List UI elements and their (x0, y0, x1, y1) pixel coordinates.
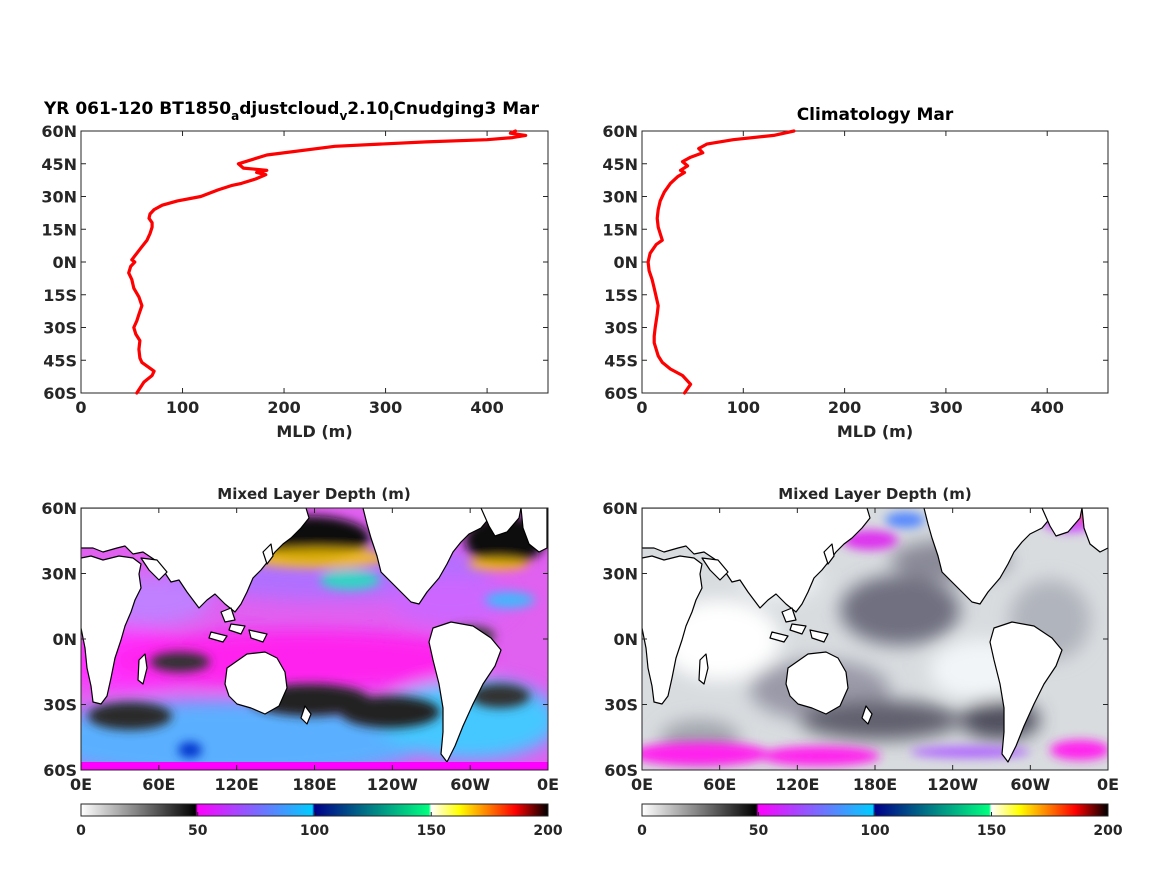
heatmap-field (81, 508, 548, 770)
plot-area: 0 100 200 300 400 60N 45N 30N 15N 0N 15S 30S 45S 60S M… (41, 122, 549, 441)
plot-area: 0 100 200 300 400 60N 45N 30N 15N 0N 15S 30S 45S 60S M… (602, 122, 1109, 441)
y-tick-label: 0N (52, 630, 77, 649)
colorbar-tick-label: 50 (188, 823, 208, 839)
x-tick-label: 100 (166, 398, 199, 417)
y-tick-label: 60N (41, 499, 77, 518)
x-tick-label: 300 (929, 398, 962, 417)
heatmap-field (642, 508, 1108, 770)
x-tick-label: 120E (215, 775, 259, 794)
y-tick-label: 60S (43, 761, 77, 780)
series-line (646, 129, 796, 395)
y-tick-label: 60S (604, 384, 638, 403)
x-tick-label: 0 (75, 398, 86, 417)
x-tick-label: 120E (775, 775, 819, 794)
profile-panel-right: Climatology Mar 0 100 200 300 400 60N 45N 30N 15… (602, 105, 1109, 441)
colorbar-tick-label: 0 (637, 823, 647, 839)
x-tick-label: 0 (636, 398, 647, 417)
panel-title: Mixed Layer Depth (m) (778, 485, 971, 503)
x-axis-label: MLD (m) (276, 422, 352, 441)
x-tick-label: 120W (927, 775, 978, 794)
colorbar-ticks: 0 50 100 150 200 (637, 812, 1123, 839)
colorbar-left: 0 50 100 150 200 (76, 803, 563, 839)
x-tick-label: 100 (727, 398, 760, 417)
x-tick-label: 400 (1031, 398, 1064, 417)
y-tick-label: 30S (43, 696, 77, 715)
y-tick-label: 15N (602, 220, 638, 239)
y-tick-label: 60N (602, 122, 638, 141)
colorbar-tick-label: 200 (1093, 823, 1122, 839)
x-tick-label: 0E (70, 775, 92, 794)
colorbar-ticks: 0 50 100 150 200 (76, 812, 563, 839)
y-tick-label: 15S (604, 286, 638, 305)
x-tick-label: 0E (1097, 775, 1119, 794)
profile-panel-left: YR 061-120 BT1850adjustcloudv2.10lCnudgi… (41, 99, 549, 441)
y-tick-label: 30N (41, 565, 77, 584)
series-line (127, 129, 528, 395)
map-panel-right: Mixed Layer Depth (m) (602, 485, 1119, 794)
colorbar-tick-label: 100 (860, 823, 889, 839)
x-tick-label: 400 (470, 398, 503, 417)
x-tick-label: 200 (267, 398, 300, 417)
x-tick-label: 0E (537, 775, 559, 794)
y-tick-label: 60N (602, 499, 638, 518)
colorbar-tick-label: 100 (300, 823, 329, 839)
colorbar-tick-label: 150 (977, 823, 1006, 839)
colorbar-tick-label: 50 (749, 823, 769, 839)
map-panel-left: Mixed Layer Depth (m) (41, 485, 559, 794)
x-tick-label: 120W (367, 775, 418, 794)
y-tick-label: 0N (613, 253, 638, 272)
x-tick-label: 200 (828, 398, 861, 417)
x-tick-label: 60W (450, 775, 490, 794)
y-tick-label: 30S (43, 319, 77, 338)
y-tick-label: 30N (602, 188, 638, 207)
x-tick-label: 60E (142, 775, 175, 794)
axes-frame (80, 130, 549, 394)
y-tick-label: 30N (41, 188, 77, 207)
y-tick-label: 45N (602, 155, 638, 174)
colorbar-tick-label: 150 (417, 823, 446, 839)
x-tick-label: 0E (631, 775, 653, 794)
y-tick-label: 60S (604, 761, 638, 780)
panel-title: Mixed Layer Depth (m) (217, 485, 410, 503)
colorbar-tick-label: 200 (533, 823, 562, 839)
x-tick-label: 180E (853, 775, 897, 794)
panel-title: YR 061-120 BT1850adjustcloudv2.10lCnudgi… (43, 99, 540, 123)
x-tick-label: 300 (369, 398, 402, 417)
axes-frame (641, 130, 1109, 394)
y-tick-label: 15N (41, 220, 77, 239)
map-ticks: 0E 60E 120E 180E 120W 60W 0E 60N 30N 0N 30S 60S (41, 499, 559, 794)
x-tick-label: 60E (703, 775, 736, 794)
x-axis-label: MLD (m) (837, 422, 913, 441)
y-tick-label: 60S (43, 384, 77, 403)
panel-title: Climatology Mar (797, 105, 954, 125)
colorbar-right: 0 50 100 150 200 (637, 803, 1123, 839)
y-tick-label: 45S (604, 351, 638, 370)
map-ticks: 0E 60E 120E 180E 120W 60W 0E 60N 30N 0N 30S 60S (602, 499, 1119, 794)
colorbar-tick-label: 0 (76, 823, 86, 839)
y-tick-label: 0N (52, 253, 77, 272)
x-tick-label: 180E (292, 775, 336, 794)
y-tick-label: 45N (41, 155, 77, 174)
x-tick-label: 60W (1010, 775, 1050, 794)
y-tick-label: 0N (613, 630, 638, 649)
y-tick-label: 45S (43, 351, 77, 370)
y-tick-label: 30N (602, 565, 638, 584)
y-tick-label: 15S (43, 286, 77, 305)
y-tick-label: 60N (41, 122, 77, 141)
y-tick-label: 30S (604, 696, 638, 715)
y-tick-label: 30S (604, 319, 638, 338)
